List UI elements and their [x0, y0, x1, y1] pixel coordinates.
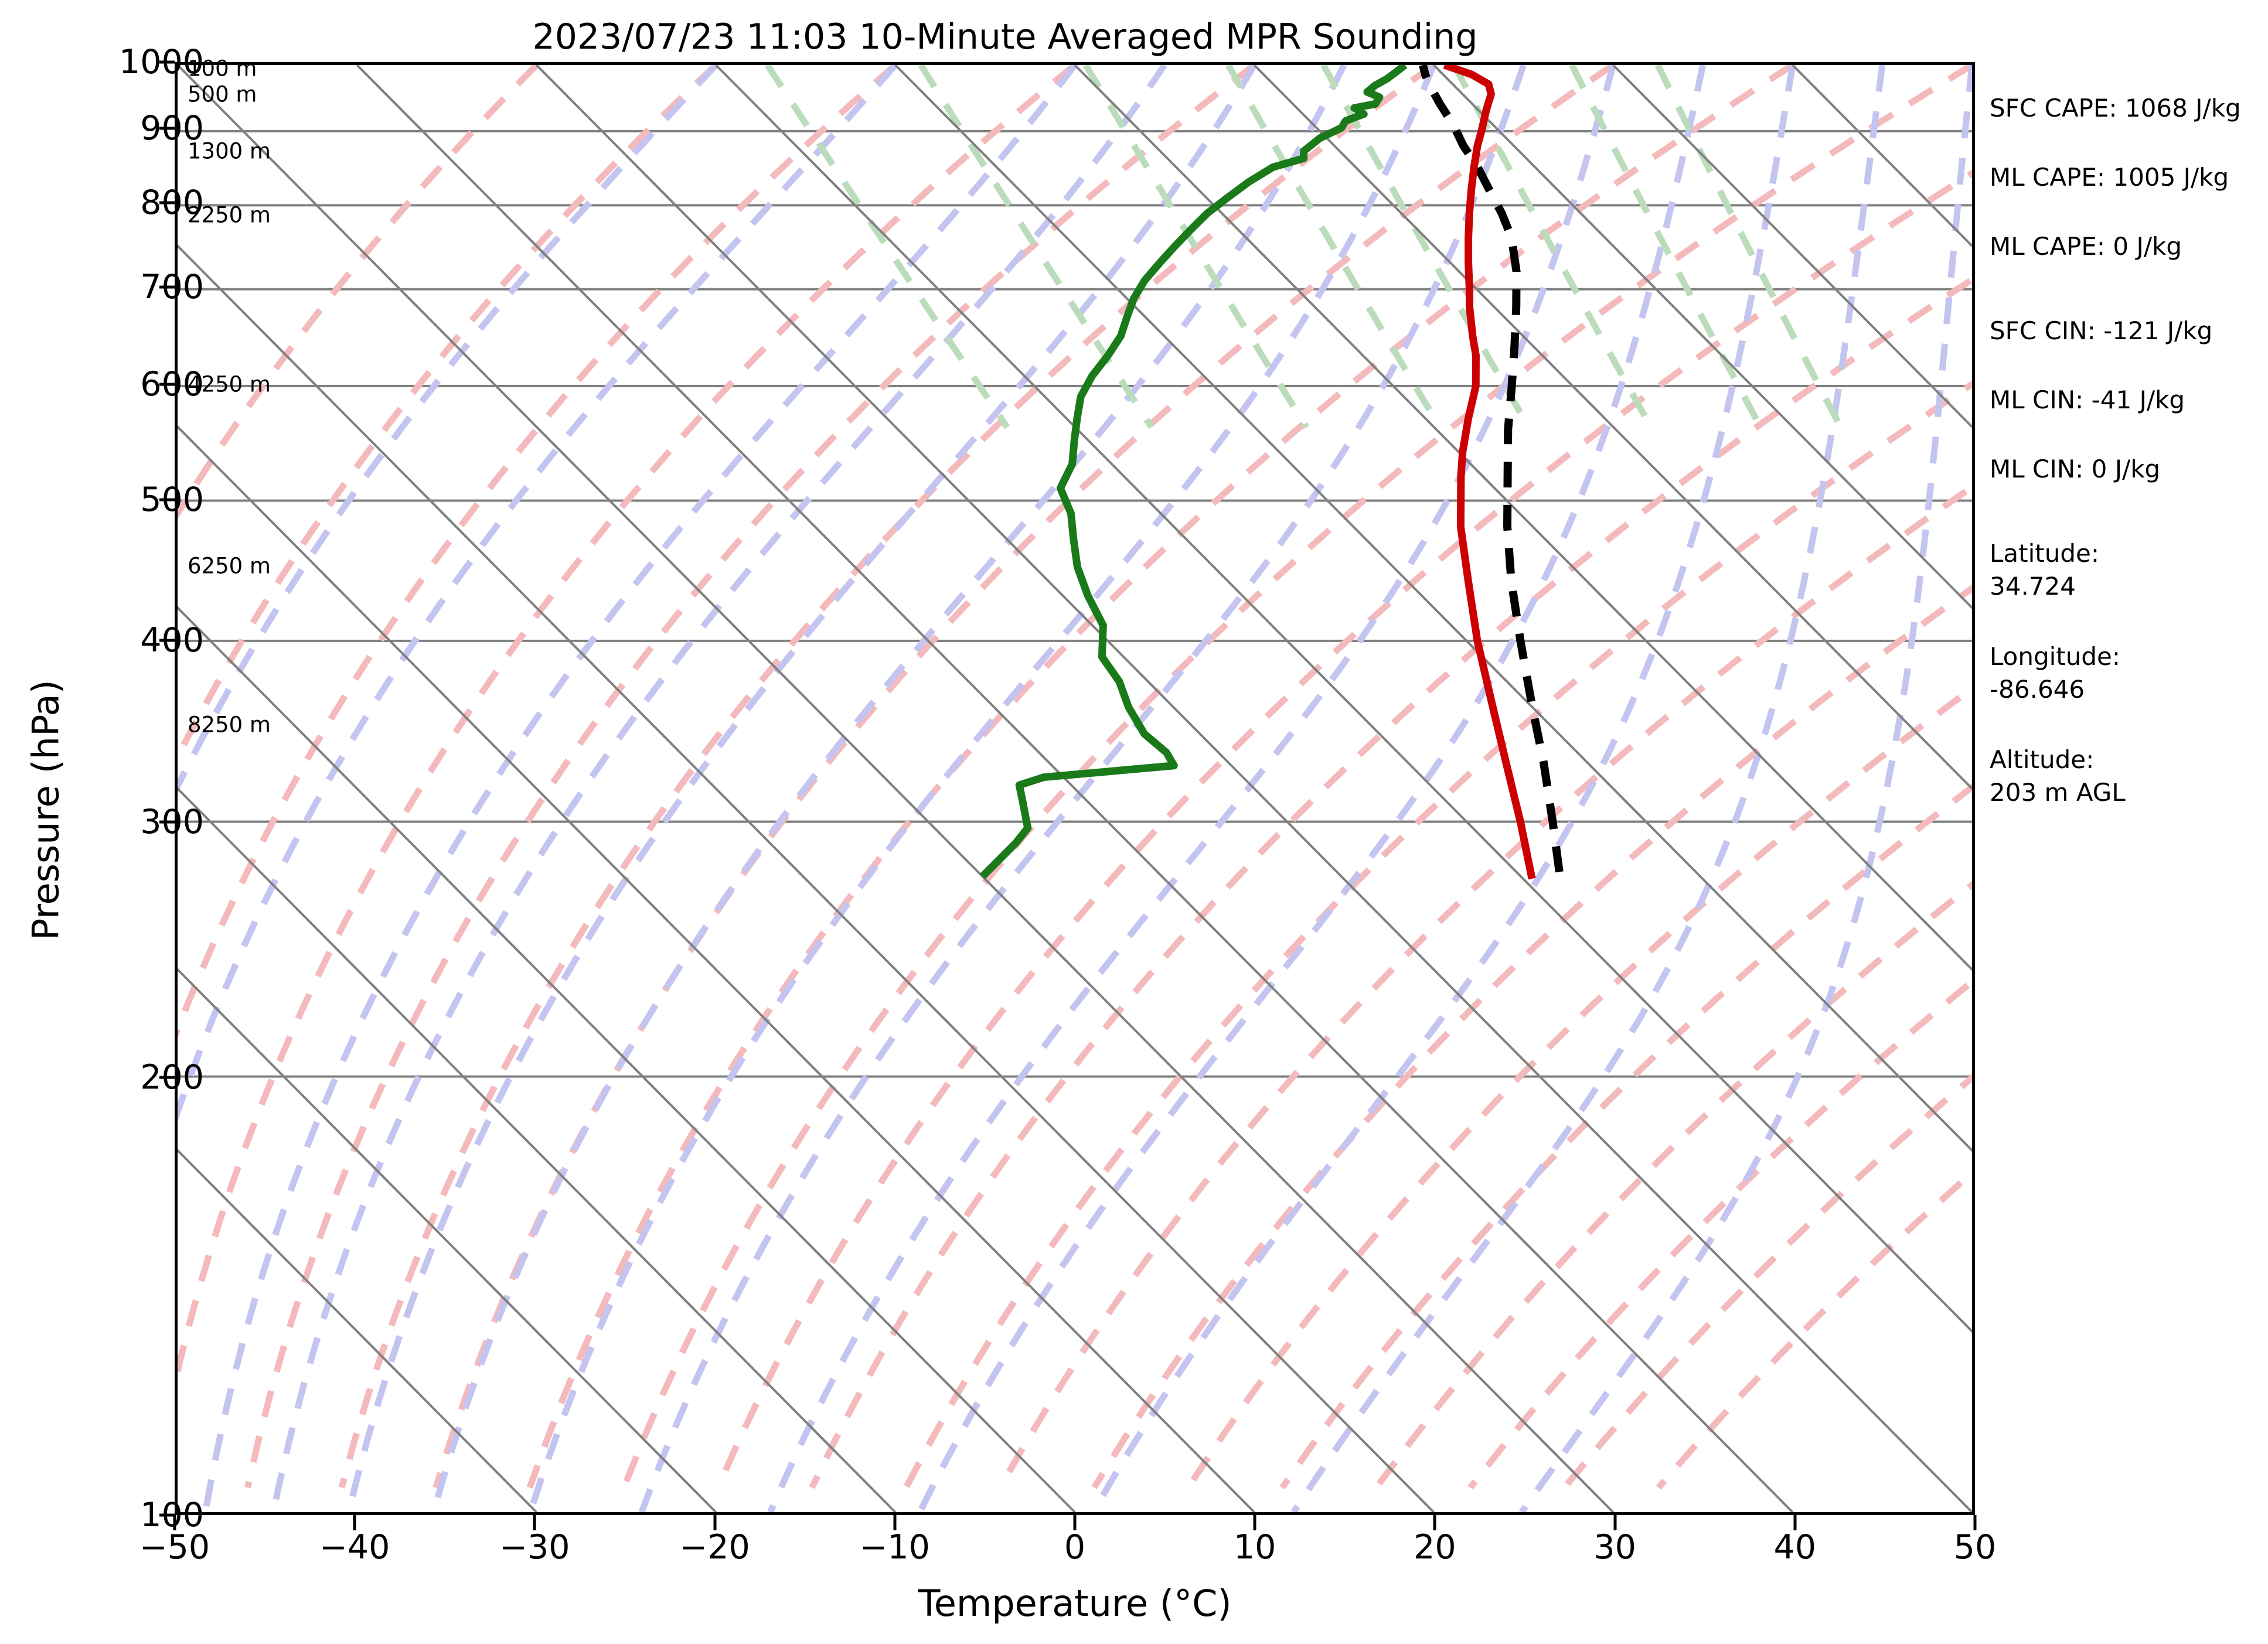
y-tick-label: 500 — [140, 480, 204, 519]
x-tick-label: −50 — [139, 1528, 210, 1567]
y-tick-label: 300 — [140, 802, 204, 841]
x-tick-mark — [173, 1515, 176, 1530]
parcel-profile — [1419, 65, 1564, 873]
x-tick-label: −40 — [319, 1528, 390, 1567]
x-tick-mark — [533, 1515, 536, 1530]
y-tick-label: 800 — [140, 183, 204, 223]
x-tick-mark — [1793, 1515, 1797, 1530]
x-tick-mark — [1613, 1515, 1617, 1530]
y-tick-label: 900 — [140, 109, 204, 148]
page-title: 2023/07/23 11:03 10-Minute Averaged MPR … — [532, 16, 1478, 57]
sounding-stats-panel: SFC CAPE: 1068 J/kg ML CAPE: 1005 J/kg ML … — [1990, 70, 2265, 1512]
skewt-canvas — [178, 65, 1972, 1512]
stat-line: ML CAPE: 1005 J/kg — [1990, 163, 2229, 192]
y-tick-mark — [159, 639, 175, 642]
x-tick-label: −10 — [859, 1528, 930, 1567]
plot-area — [175, 62, 1975, 1515]
x-tick-mark — [893, 1515, 897, 1530]
x-tick-label: 0 — [1064, 1528, 1086, 1567]
isotherm-lines — [178, 65, 1972, 1512]
stat-line: 34.724 — [1990, 572, 2076, 601]
x-tick-mark — [1253, 1515, 1256, 1530]
x-tick-label: 40 — [1773, 1528, 1817, 1567]
y-tick-mark — [159, 60, 175, 64]
dry-adiabat-lines — [178, 65, 1972, 1490]
y-tick-mark — [159, 383, 175, 386]
x-tick-mark — [1433, 1515, 1436, 1530]
stat-line: SFC CAPE: 1068 J/kg — [1990, 94, 2241, 122]
stat-line: ML CAPE: 0 J/kg — [1990, 232, 2182, 261]
stat-line: Altitude: — [1990, 745, 2095, 774]
x-tick-mark — [353, 1515, 356, 1530]
x-axis-label: Temperature (°C) — [918, 1582, 1232, 1625]
isobar-gridlines — [178, 130, 1972, 1078]
y-tick-mark — [159, 820, 175, 824]
x-tick-label: 10 — [1233, 1528, 1276, 1567]
x-tick-mark — [713, 1515, 717, 1530]
x-tick-label: 30 — [1593, 1528, 1636, 1567]
y-tick-mark — [159, 498, 175, 502]
x-tick-label: −30 — [499, 1528, 570, 1567]
y-tick-label: 600 — [140, 365, 204, 404]
y-tick-label: 700 — [140, 268, 204, 307]
stat-line: ML CIN: -41 J/kg — [1990, 386, 2185, 414]
stat-line: Latitude: — [1990, 539, 2100, 568]
x-tick-label: 50 — [1953, 1528, 1997, 1567]
dewpoint-profile — [979, 65, 1408, 879]
y-tick-mark — [159, 127, 175, 130]
temperature-profile — [1443, 65, 1536, 880]
y-tick-label: 400 — [140, 620, 204, 660]
y-tick-mark — [159, 1513, 175, 1517]
y-tick-mark — [159, 1076, 175, 1079]
y-tick-label: 200 — [140, 1058, 204, 1097]
stat-line: ML CIN: 0 J/kg — [1990, 455, 2161, 483]
x-tick-mark — [1073, 1515, 1077, 1530]
stat-line: 203 m AGL — [1990, 778, 2126, 807]
y-tick-mark — [159, 201, 175, 204]
y-tick-label: 1000 — [118, 43, 204, 81]
x-tick-label: 20 — [1414, 1528, 1456, 1567]
x-tick-label: −20 — [679, 1528, 750, 1567]
x-tick-mark — [1973, 1515, 1977, 1530]
stat-line: -86.646 — [1990, 675, 2085, 704]
stat-line: SFC CIN: -121 J/kg — [1990, 316, 2213, 345]
stat-line: Longitude: — [1990, 642, 2121, 671]
y-tick-mark — [159, 285, 175, 289]
